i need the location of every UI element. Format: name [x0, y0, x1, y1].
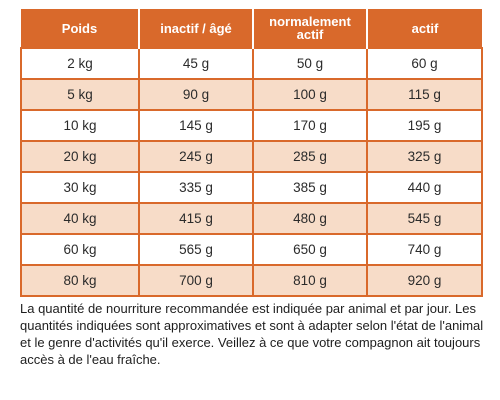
feeding-note: La quantité de nourriture recommandée es…: [20, 301, 484, 367]
header-inactive-senior: inactif / âgé: [138, 9, 253, 48]
cell-active: 115 g: [366, 78, 483, 110]
table-row: 30 kg 335 g 385 g 440 g: [20, 171, 483, 203]
table-row: 5 kg 90 g 100 g 115 g: [20, 78, 483, 110]
cell-active: 920 g: [366, 264, 483, 297]
cell-weight: 20 kg: [20, 140, 139, 172]
cell-inactive: 700 g: [138, 264, 253, 297]
header-weight: Poids: [21, 9, 139, 48]
cell-normal: 285 g: [252, 140, 367, 172]
cell-inactive: 335 g: [138, 171, 253, 203]
feeding-table: Poids inactif / âgé normalement actif ac…: [20, 9, 483, 297]
header-active: actif: [366, 9, 482, 48]
table-row: 80 kg 700 g 810 g 920 g: [20, 264, 483, 297]
cell-weight: 60 kg: [20, 233, 139, 265]
cell-active: 740 g: [366, 233, 483, 265]
cell-weight: 30 kg: [20, 171, 139, 203]
cell-normal: 385 g: [252, 171, 367, 203]
cell-normal: 810 g: [252, 264, 367, 297]
cell-normal: 100 g: [252, 78, 367, 110]
cell-inactive: 565 g: [138, 233, 253, 265]
cell-weight: 10 kg: [20, 109, 139, 141]
table-row: 2 kg 45 g 50 g 60 g: [20, 47, 483, 79]
table-header-row: Poids inactif / âgé normalement actif ac…: [21, 9, 482, 48]
cell-inactive: 90 g: [138, 78, 253, 110]
cell-active: 60 g: [366, 47, 483, 79]
header-normally-active: normalement actif: [252, 9, 367, 48]
table-row: 40 kg 415 g 480 g 545 g: [20, 202, 483, 234]
cell-normal: 480 g: [252, 202, 367, 234]
cell-inactive: 415 g: [138, 202, 253, 234]
cell-active: 195 g: [366, 109, 483, 141]
cell-weight: 40 kg: [20, 202, 139, 234]
cell-inactive: 145 g: [138, 109, 253, 141]
cell-active: 545 g: [366, 202, 483, 234]
cell-weight: 80 kg: [20, 264, 139, 297]
cell-inactive: 45 g: [138, 47, 253, 79]
table-row: 10 kg 145 g 170 g 195 g: [20, 109, 483, 141]
cell-normal: 170 g: [252, 109, 367, 141]
table-row: 60 kg 565 g 650 g 740 g: [20, 233, 483, 265]
cell-active: 440 g: [366, 171, 483, 203]
cell-active: 325 g: [366, 140, 483, 172]
cell-weight: 5 kg: [20, 78, 139, 110]
cell-normal: 650 g: [252, 233, 367, 265]
table-row: 20 kg 245 g 285 g 325 g: [20, 140, 483, 172]
cell-inactive: 245 g: [138, 140, 253, 172]
cell-weight: 2 kg: [20, 47, 139, 79]
cell-normal: 50 g: [252, 47, 367, 79]
